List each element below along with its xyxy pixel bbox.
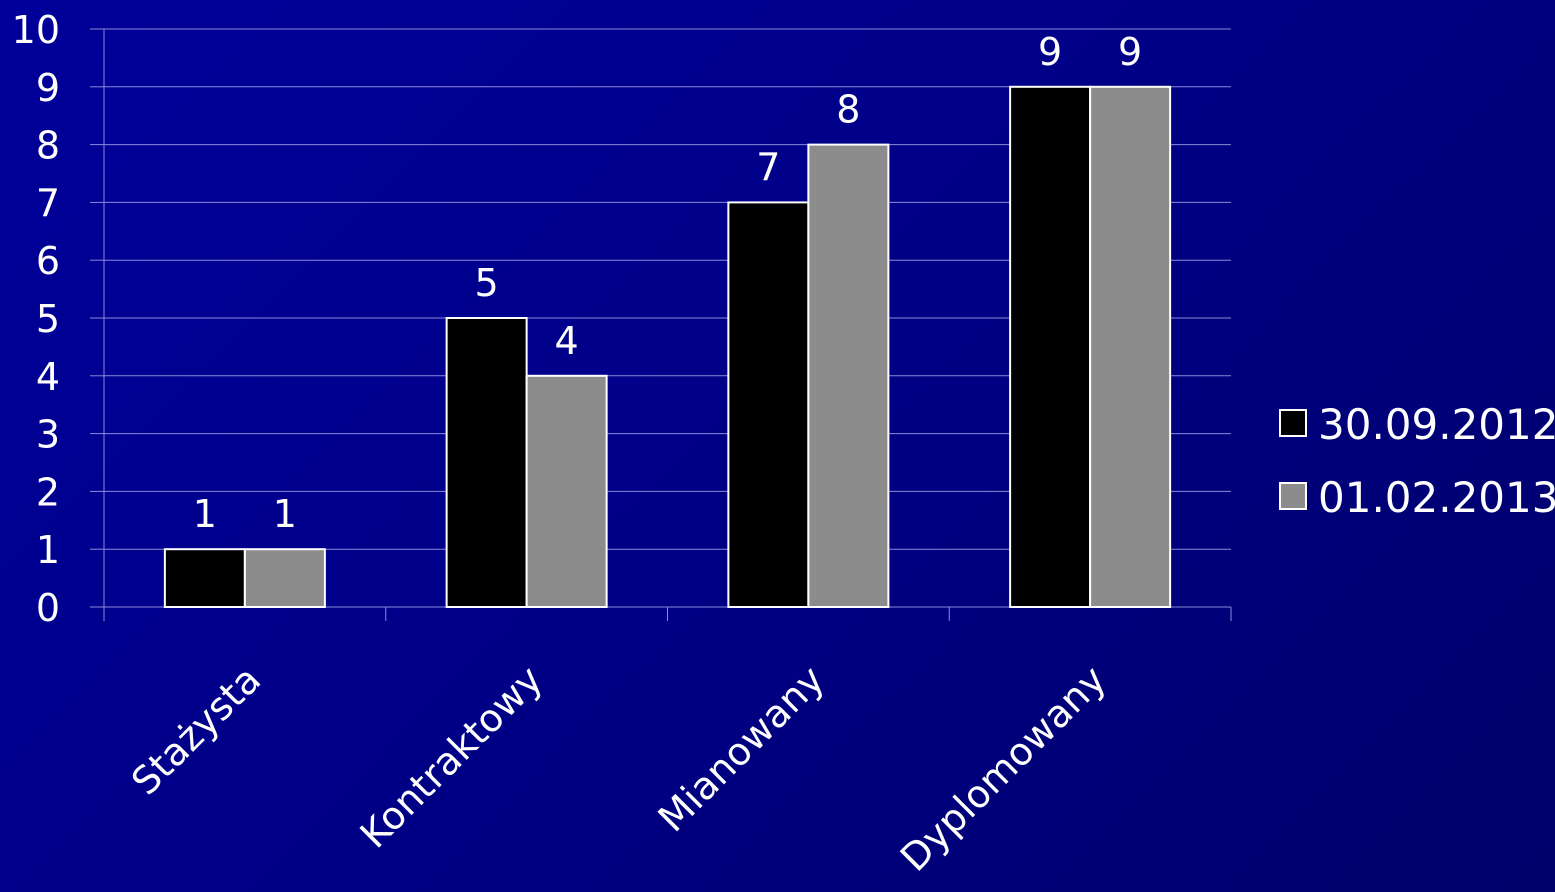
x-tick-label: Mianowany — [650, 657, 833, 840]
bar — [807, 143, 890, 608]
legend: 30.09.2012 01.02.2013 — [1279, 400, 1555, 522]
y-tick-label: 6 — [36, 239, 60, 283]
y-tick-label: 5 — [36, 297, 60, 341]
y-tick-label: 10 — [12, 8, 60, 52]
data-label: 4 — [555, 319, 579, 363]
bars — [163, 85, 1172, 609]
data-label: 1 — [193, 492, 217, 536]
y-tick-label: 7 — [36, 181, 60, 225]
y-tick-label: 3 — [36, 413, 60, 457]
bar — [445, 317, 528, 608]
bar — [525, 374, 608, 608]
bar — [1089, 85, 1172, 609]
bar — [163, 548, 246, 609]
data-label: 7 — [756, 145, 780, 189]
data-labels: 1 1 5 4 7 8 9 9 — [193, 30, 1142, 536]
legend-label: 01.02.2013 — [1318, 473, 1555, 522]
x-tick-label: Stażysta — [123, 657, 269, 803]
legend-label: 30.09.2012 — [1318, 400, 1555, 449]
data-label: 9 — [1038, 30, 1062, 74]
bar — [727, 201, 810, 608]
y-tick-label: 1 — [36, 528, 60, 572]
data-label: 9 — [1118, 30, 1142, 74]
x-tick-label: Dyplomowany — [892, 657, 1115, 880]
y-tick-label: 2 — [36, 470, 60, 514]
legend-swatch — [1279, 482, 1307, 510]
x-tick-label: Kontraktowy — [352, 657, 551, 856]
y-tick-label: 9 — [36, 66, 60, 110]
bar — [1009, 85, 1092, 609]
data-label: 1 — [273, 492, 297, 536]
data-label: 5 — [475, 261, 499, 305]
data-label: 8 — [836, 88, 860, 132]
legend-swatch — [1279, 409, 1307, 437]
y-tick-label: 0 — [36, 586, 60, 630]
bar — [243, 548, 326, 609]
y-tick-label: 8 — [36, 124, 60, 168]
y-tick-label: 4 — [36, 355, 60, 399]
